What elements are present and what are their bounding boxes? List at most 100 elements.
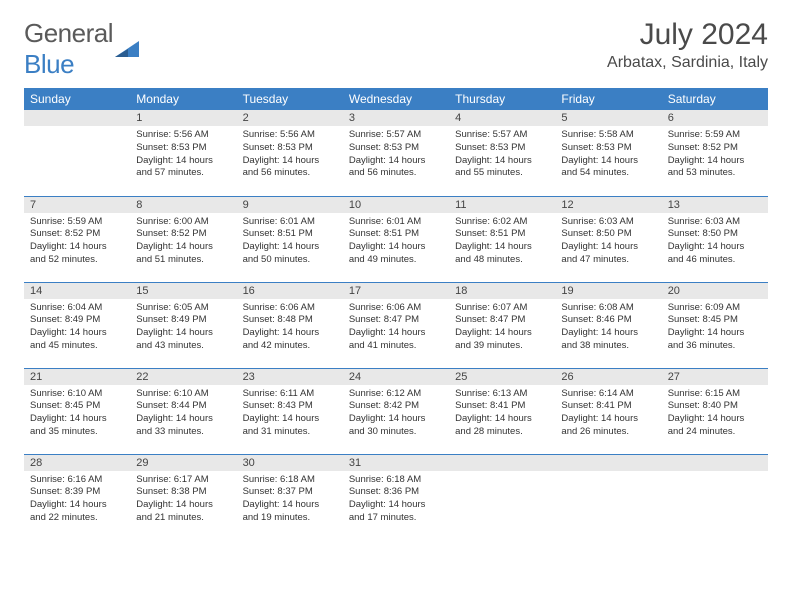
title-block: July 2024 Arbatax, Sardinia, Italy xyxy=(607,18,768,72)
calendar-head: SundayMondayTuesdayWednesdayThursdayFrid… xyxy=(24,88,768,110)
day-number: 24 xyxy=(343,369,449,385)
logo-triangle-icon xyxy=(115,39,141,59)
calendar-day-cell: 19Sunrise: 6:08 AMSunset: 8:46 PMDayligh… xyxy=(555,282,661,368)
day-body: Sunrise: 6:14 AMSunset: 8:41 PMDaylight:… xyxy=(555,385,661,443)
calendar-day-cell: 13Sunrise: 6:03 AMSunset: 8:50 PMDayligh… xyxy=(662,196,768,282)
weekday-row: SundayMondayTuesdayWednesdayThursdayFrid… xyxy=(24,88,768,110)
day-number: 7 xyxy=(24,197,130,213)
calendar-day-cell: 3Sunrise: 5:57 AMSunset: 8:53 PMDaylight… xyxy=(343,110,449,196)
calendar-day-cell: 4Sunrise: 5:57 AMSunset: 8:53 PMDaylight… xyxy=(449,110,555,196)
calendar-day-cell: 29Sunrise: 6:17 AMSunset: 8:38 PMDayligh… xyxy=(130,454,236,540)
calendar-day-cell: 23Sunrise: 6:11 AMSunset: 8:43 PMDayligh… xyxy=(237,368,343,454)
calendar-week-row: 14Sunrise: 6:04 AMSunset: 8:49 PMDayligh… xyxy=(24,282,768,368)
day-number: 27 xyxy=(662,369,768,385)
calendar-day-cell: 31Sunrise: 6:18 AMSunset: 8:36 PMDayligh… xyxy=(343,454,449,540)
calendar-day-cell: 9Sunrise: 6:01 AMSunset: 8:51 PMDaylight… xyxy=(237,196,343,282)
weekday-header: Sunday xyxy=(24,88,130,110)
day-number: 16 xyxy=(237,283,343,299)
logo: General Blue xyxy=(24,18,141,80)
weekday-header: Thursday xyxy=(449,88,555,110)
weekday-header: Saturday xyxy=(662,88,768,110)
calendar-day-cell: 21Sunrise: 6:10 AMSunset: 8:45 PMDayligh… xyxy=(24,368,130,454)
empty-day-header xyxy=(449,455,555,471)
day-body: Sunrise: 6:18 AMSunset: 8:36 PMDaylight:… xyxy=(343,471,449,529)
day-number: 29 xyxy=(130,455,236,471)
day-body: Sunrise: 6:17 AMSunset: 8:38 PMDaylight:… xyxy=(130,471,236,529)
calendar-day-cell: 24Sunrise: 6:12 AMSunset: 8:42 PMDayligh… xyxy=(343,368,449,454)
calendar-day-cell: 7Sunrise: 5:59 AMSunset: 8:52 PMDaylight… xyxy=(24,196,130,282)
logo-word-blue: Blue xyxy=(24,49,74,79)
day-body: Sunrise: 6:09 AMSunset: 8:45 PMDaylight:… xyxy=(662,299,768,357)
day-body: Sunrise: 6:04 AMSunset: 8:49 PMDaylight:… xyxy=(24,299,130,357)
day-body: Sunrise: 6:03 AMSunset: 8:50 PMDaylight:… xyxy=(662,213,768,271)
day-number: 11 xyxy=(449,197,555,213)
calendar-week-row: 28Sunrise: 6:16 AMSunset: 8:39 PMDayligh… xyxy=(24,454,768,540)
calendar-week-row: 1Sunrise: 5:56 AMSunset: 8:53 PMDaylight… xyxy=(24,110,768,196)
month-title: July 2024 xyxy=(607,18,768,52)
day-body: Sunrise: 6:15 AMSunset: 8:40 PMDaylight:… xyxy=(662,385,768,443)
calendar-day-cell: 10Sunrise: 6:01 AMSunset: 8:51 PMDayligh… xyxy=(343,196,449,282)
day-number: 8 xyxy=(130,197,236,213)
day-number: 23 xyxy=(237,369,343,385)
day-body: Sunrise: 6:11 AMSunset: 8:43 PMDaylight:… xyxy=(237,385,343,443)
day-body: Sunrise: 6:08 AMSunset: 8:46 PMDaylight:… xyxy=(555,299,661,357)
calendar-empty-cell xyxy=(24,110,130,196)
calendar-day-cell: 22Sunrise: 6:10 AMSunset: 8:44 PMDayligh… xyxy=(130,368,236,454)
day-body: Sunrise: 6:01 AMSunset: 8:51 PMDaylight:… xyxy=(343,213,449,271)
day-number: 5 xyxy=(555,110,661,126)
page-header: General Blue July 2024 Arbatax, Sardinia… xyxy=(24,18,768,80)
calendar-empty-cell xyxy=(449,454,555,540)
day-number: 17 xyxy=(343,283,449,299)
day-number: 15 xyxy=(130,283,236,299)
day-number: 30 xyxy=(237,455,343,471)
day-body: Sunrise: 6:12 AMSunset: 8:42 PMDaylight:… xyxy=(343,385,449,443)
calendar-day-cell: 27Sunrise: 6:15 AMSunset: 8:40 PMDayligh… xyxy=(662,368,768,454)
weekday-header: Wednesday xyxy=(343,88,449,110)
calendar-day-cell: 8Sunrise: 6:00 AMSunset: 8:52 PMDaylight… xyxy=(130,196,236,282)
day-body: Sunrise: 5:56 AMSunset: 8:53 PMDaylight:… xyxy=(130,126,236,184)
day-body: Sunrise: 5:58 AMSunset: 8:53 PMDaylight:… xyxy=(555,126,661,184)
day-body: Sunrise: 6:01 AMSunset: 8:51 PMDaylight:… xyxy=(237,213,343,271)
calendar-day-cell: 15Sunrise: 6:05 AMSunset: 8:49 PMDayligh… xyxy=(130,282,236,368)
day-number: 19 xyxy=(555,283,661,299)
day-body: Sunrise: 6:10 AMSunset: 8:45 PMDaylight:… xyxy=(24,385,130,443)
empty-day-header xyxy=(24,110,130,126)
day-body: Sunrise: 6:06 AMSunset: 8:48 PMDaylight:… xyxy=(237,299,343,357)
calendar-empty-cell xyxy=(662,454,768,540)
day-number: 13 xyxy=(662,197,768,213)
calendar-day-cell: 28Sunrise: 6:16 AMSunset: 8:39 PMDayligh… xyxy=(24,454,130,540)
empty-day-header xyxy=(662,455,768,471)
calendar-day-cell: 1Sunrise: 5:56 AMSunset: 8:53 PMDaylight… xyxy=(130,110,236,196)
day-number: 28 xyxy=(24,455,130,471)
day-number: 12 xyxy=(555,197,661,213)
day-body: Sunrise: 6:00 AMSunset: 8:52 PMDaylight:… xyxy=(130,213,236,271)
day-body: Sunrise: 6:06 AMSunset: 8:47 PMDaylight:… xyxy=(343,299,449,357)
logo-word-gray: General xyxy=(24,18,113,48)
location: Arbatax, Sardinia, Italy xyxy=(607,54,768,72)
calendar-day-cell: 11Sunrise: 6:02 AMSunset: 8:51 PMDayligh… xyxy=(449,196,555,282)
day-body: Sunrise: 6:13 AMSunset: 8:41 PMDaylight:… xyxy=(449,385,555,443)
day-body: Sunrise: 5:57 AMSunset: 8:53 PMDaylight:… xyxy=(343,126,449,184)
day-number: 26 xyxy=(555,369,661,385)
weekday-header: Friday xyxy=(555,88,661,110)
calendar-day-cell: 12Sunrise: 6:03 AMSunset: 8:50 PMDayligh… xyxy=(555,196,661,282)
day-body: Sunrise: 5:59 AMSunset: 8:52 PMDaylight:… xyxy=(662,126,768,184)
calendar-day-cell: 16Sunrise: 6:06 AMSunset: 8:48 PMDayligh… xyxy=(237,282,343,368)
calendar-day-cell: 5Sunrise: 5:58 AMSunset: 8:53 PMDaylight… xyxy=(555,110,661,196)
day-body: Sunrise: 5:59 AMSunset: 8:52 PMDaylight:… xyxy=(24,213,130,271)
weekday-header: Tuesday xyxy=(237,88,343,110)
day-body: Sunrise: 5:56 AMSunset: 8:53 PMDaylight:… xyxy=(237,126,343,184)
day-number: 2 xyxy=(237,110,343,126)
calendar-empty-cell xyxy=(555,454,661,540)
calendar-day-cell: 6Sunrise: 5:59 AMSunset: 8:52 PMDaylight… xyxy=(662,110,768,196)
day-body: Sunrise: 6:07 AMSunset: 8:47 PMDaylight:… xyxy=(449,299,555,357)
day-number: 20 xyxy=(662,283,768,299)
calendar-day-cell: 17Sunrise: 6:06 AMSunset: 8:47 PMDayligh… xyxy=(343,282,449,368)
day-body: Sunrise: 6:05 AMSunset: 8:49 PMDaylight:… xyxy=(130,299,236,357)
day-number: 22 xyxy=(130,369,236,385)
calendar-day-cell: 2Sunrise: 5:56 AMSunset: 8:53 PMDaylight… xyxy=(237,110,343,196)
calendar-day-cell: 30Sunrise: 6:18 AMSunset: 8:37 PMDayligh… xyxy=(237,454,343,540)
day-body: Sunrise: 6:03 AMSunset: 8:50 PMDaylight:… xyxy=(555,213,661,271)
day-number: 31 xyxy=(343,455,449,471)
day-body: Sunrise: 6:02 AMSunset: 8:51 PMDaylight:… xyxy=(449,213,555,271)
